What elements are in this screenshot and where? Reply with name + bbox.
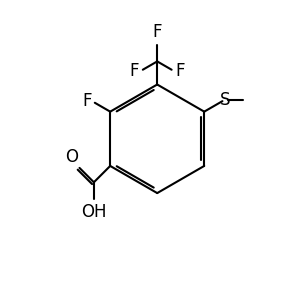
Text: O: O [65, 148, 78, 166]
Text: F: F [152, 22, 162, 40]
Text: F: F [83, 92, 92, 110]
Text: S: S [220, 91, 230, 109]
Text: F: F [130, 62, 139, 80]
Text: F: F [176, 62, 185, 80]
Text: OH: OH [81, 202, 106, 220]
